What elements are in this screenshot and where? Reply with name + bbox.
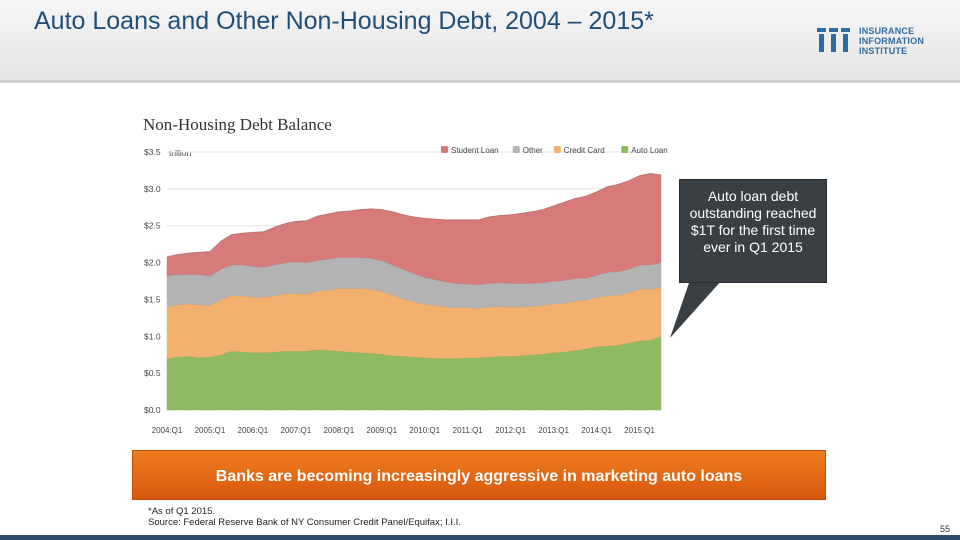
x-tick-label: 2014:Q1 [581,426,612,435]
x-tick-label: 2007:Q1 [281,426,312,435]
callout-box: Auto loan debt outstanding reached $1T f… [680,180,826,282]
x-tick-label: 2008:Q1 [323,426,354,435]
y-tick-label: $3.5 [144,147,161,157]
title-band [0,0,960,82]
legend-label: Other [523,146,543,155]
title-divider [0,80,960,83]
bottom-bar [0,535,960,540]
x-tick-label: 2011:Q1 [453,426,484,435]
x-tick-label: 2012:Q1 [495,426,526,435]
y-tick-label: $2.5 [144,221,161,231]
y-tick-label: $1.0 [144,331,161,341]
x-tick-label: 2004:Q1 [152,426,183,435]
x-tick-label: 2010:Q1 [409,426,440,435]
y-tick-label: $2.0 [144,258,161,268]
y-tick-label: $0.5 [144,368,161,378]
y-tick-label: $0.0 [144,405,161,415]
legend-swatch [512,146,520,153]
y-tick-label: $3.0 [144,184,161,194]
area-edge [166,172,662,258]
area-student-loan [166,173,662,285]
banner-text: Banks are becoming increasingly aggressi… [215,468,743,485]
footnote-source: Source: Federal Reserve Bank of NY Consu… [148,517,461,528]
x-tick-label: 2015:Q1 [624,426,655,435]
y-axis-unit-label: trillion [169,148,191,158]
chart-legend: Student Loan Other Credit Card Auto Loan [441,146,668,155]
legend-label: Credit Card [564,146,605,155]
legend-swatch [621,146,629,153]
legend-swatch [553,146,561,153]
footnote: *As of Q1 2015. Source: Federal Reserve … [148,506,461,528]
x-tick-labels: 2004:Q1 2005:Q1 2006:Q1 2007:Q1 2008:Q1 2009:… [152,426,656,435]
logo-line-3: INSTITUTE [859,46,908,56]
chart-title: Non-Housing Debt Balance [143,115,332,134]
iii-logo-icon [817,28,850,52]
x-tick-label: 2013:Q1 [538,426,569,435]
legend-swatch [441,146,448,153]
legend-label: Student Loan [451,146,499,155]
non-housing-debt-chart: Non-Housing Debt Balance trillion $0.0$0… [143,115,668,435]
callout-pointer [670,280,722,338]
logo-text: INSURANCE INFORMATION INSTITUTE [859,26,924,56]
takeaway-banner: Banks are becoming increasingly aggressi… [132,450,826,500]
x-tick-label: 2005:Q1 [195,426,226,435]
x-tick-label: 2009:Q1 [366,426,397,435]
iii-logo: INSURANCE INFORMATION INSTITUTE [815,24,955,60]
callout-text: Auto loan debt outstanding reached $1T f… [689,188,817,255]
x-tick-label: 2006:Q1 [238,426,269,435]
y-tick-labels: $0.0 $0.5 $1.0 $1.5 $2.0 $2.5 $3.0 $3.5 [144,147,161,415]
page-number: 55 [940,524,951,534]
legend-label: Auto Loan [631,146,667,155]
logo-line-2: INFORMATION [859,36,925,46]
footnote-asof: *As of Q1 2015. [148,506,216,517]
slide-title: Auto Loans and Other Non-Housing Debt, 2… [34,7,654,35]
y-tick-label: $1.5 [144,294,161,304]
logo-line-1: INSURANCE [859,26,915,36]
stacked-areas [166,172,662,411]
